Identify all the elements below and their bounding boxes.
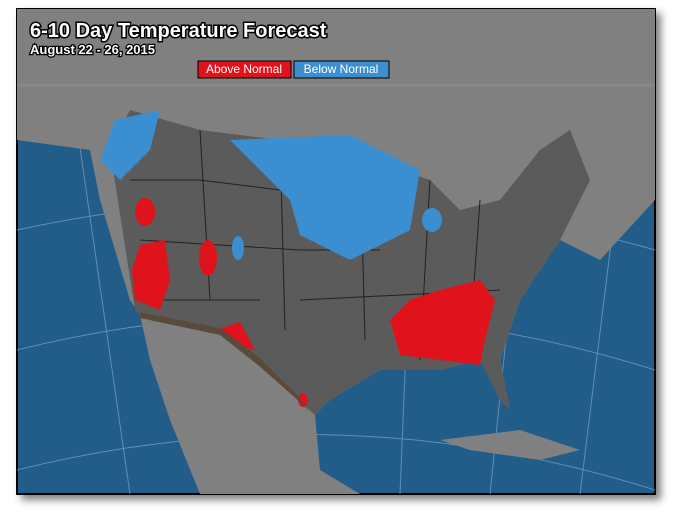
legend: Above Normal Below Normal bbox=[197, 60, 390, 79]
above-normal-area bbox=[132, 240, 170, 310]
legend-label: Above Normal bbox=[206, 62, 282, 76]
legend-label: Below Normal bbox=[304, 62, 379, 76]
below-normal-areas bbox=[100, 110, 442, 260]
below-normal-area bbox=[232, 236, 244, 260]
divider bbox=[17, 84, 655, 87]
mexico-land bbox=[140, 315, 360, 494]
cuba bbox=[440, 430, 580, 460]
below-normal-area bbox=[100, 110, 160, 180]
above-normal-area bbox=[215, 322, 255, 350]
above-normal-area bbox=[135, 198, 155, 226]
above-normal-area bbox=[390, 280, 495, 365]
below-normal-area bbox=[230, 135, 420, 260]
above-normal-areas bbox=[132, 198, 495, 407]
title: 6-10 Day Temperature Forecast bbox=[30, 20, 327, 42]
above-normal-area bbox=[199, 240, 217, 276]
legend-swatch bbox=[197, 60, 292, 79]
date: August 22 - 26, 2015 bbox=[30, 42, 155, 57]
border-strip bbox=[140, 312, 310, 412]
legend-swatch bbox=[293, 60, 390, 79]
map bbox=[17, 9, 655, 494]
below-normal-area bbox=[422, 208, 442, 232]
above-normal-area bbox=[298, 393, 308, 407]
